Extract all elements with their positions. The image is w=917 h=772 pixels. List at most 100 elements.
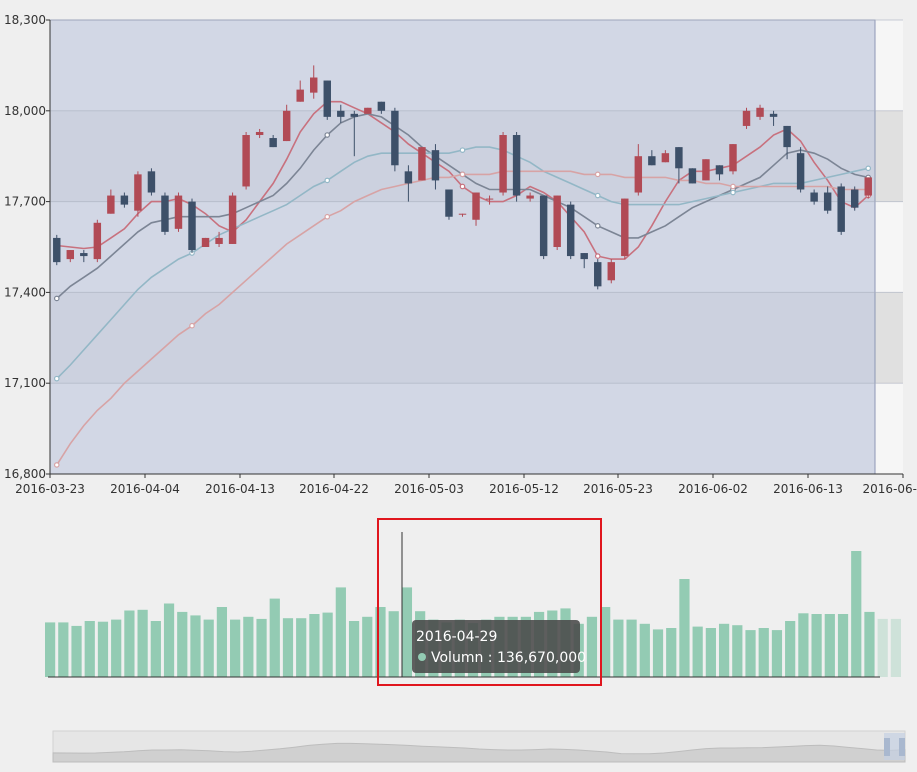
volume-bar[interactable] (692, 626, 703, 677)
candle[interactable] (404, 165, 413, 202)
candle[interactable] (485, 195, 494, 205)
candle[interactable] (539, 195, 548, 260)
volume-bar[interactable] (124, 610, 135, 678)
volume-bar[interactable] (890, 618, 901, 677)
volume-bar[interactable] (230, 619, 241, 677)
candle[interactable] (580, 253, 588, 269)
volume-bar[interactable] (256, 618, 267, 677)
candle[interactable] (837, 183, 845, 235)
volume-bar[interactable] (335, 587, 346, 677)
volume-bar[interactable] (362, 616, 373, 677)
data-zoom-handle-right[interactable] (899, 738, 905, 756)
candle[interactable] (769, 110, 778, 126)
volume-bar[interactable] (111, 619, 122, 677)
volume-bar[interactable] (877, 618, 888, 677)
candle[interactable] (120, 192, 129, 208)
candle[interactable] (215, 231, 223, 247)
candle[interactable] (337, 104, 345, 123)
candle[interactable] (648, 150, 656, 166)
candle[interactable] (850, 186, 859, 211)
candle[interactable] (607, 259, 615, 284)
candle[interactable] (269, 135, 277, 148)
candle[interactable] (499, 131, 507, 196)
volume-bar[interactable] (586, 616, 598, 677)
volume-bar[interactable] (652, 629, 664, 677)
candle[interactable] (228, 192, 237, 244)
candle[interactable] (688, 168, 697, 184)
candle[interactable] (445, 189, 453, 220)
candle[interactable] (621, 198, 629, 260)
volume-bar[interactable] (600, 607, 611, 677)
volume-bar[interactable] (97, 621, 109, 677)
candle[interactable] (756, 104, 764, 120)
volume-bar[interactable] (282, 618, 294, 677)
candle[interactable] (742, 107, 751, 129)
volume-bar[interactable] (71, 625, 82, 677)
candle[interactable] (675, 147, 683, 184)
volume-bar[interactable] (785, 621, 796, 677)
candle[interactable] (729, 144, 737, 175)
candle[interactable] (134, 171, 142, 217)
candle[interactable] (174, 192, 183, 232)
candle[interactable] (161, 192, 169, 235)
volume-bar[interactable] (348, 621, 360, 677)
volume-bar[interactable] (269, 598, 280, 677)
candle[interactable] (458, 213, 467, 217)
volume-bar[interactable] (243, 616, 254, 677)
candle[interactable] (107, 189, 115, 214)
candle[interactable] (472, 192, 480, 226)
candle[interactable] (661, 150, 670, 163)
volume-bar[interactable] (309, 614, 320, 677)
candlestick-series[interactable] (53, 65, 872, 290)
candle[interactable] (823, 186, 832, 214)
volume-bar[interactable] (613, 619, 624, 677)
candle[interactable] (810, 189, 818, 205)
candle[interactable] (512, 131, 521, 202)
volume-bar[interactable] (58, 622, 69, 677)
candle[interactable] (783, 125, 791, 160)
candle[interactable] (93, 219, 102, 263)
volume-bar[interactable] (679, 579, 690, 677)
volume-bar[interactable] (388, 611, 399, 677)
volume-bar[interactable] (837, 614, 849, 677)
volume-bar[interactable] (639, 623, 650, 677)
volume-bar[interactable] (190, 615, 201, 677)
candle[interactable] (201, 237, 210, 247)
volume-bar[interactable] (824, 614, 835, 677)
candle[interactable] (310, 65, 318, 99)
volume-bar[interactable] (666, 628, 677, 677)
volume-bar[interactable] (864, 611, 875, 677)
candle[interactable] (553, 195, 561, 251)
candle[interactable] (323, 80, 331, 120)
candle[interactable] (566, 201, 575, 260)
candle[interactable] (364, 107, 372, 114)
volume-bar[interactable] (322, 612, 333, 677)
candle[interactable] (796, 147, 805, 193)
data-zoom-slider[interactable] (52, 730, 906, 763)
volume-bar[interactable] (401, 587, 413, 677)
candle[interactable] (188, 198, 196, 254)
candle[interactable] (53, 234, 61, 266)
candle[interactable] (715, 165, 724, 181)
volume-bar[interactable] (851, 551, 862, 677)
candle[interactable] (147, 168, 156, 196)
data-zoom-handle-left[interactable] (884, 738, 890, 756)
candle[interactable] (377, 101, 386, 114)
candle[interactable] (594, 259, 602, 290)
volume-bar[interactable] (771, 630, 783, 677)
candle[interactable] (634, 144, 643, 196)
volume-bar[interactable] (216, 607, 228, 677)
candle[interactable] (80, 250, 88, 263)
volume-bar[interactable] (177, 611, 188, 677)
candle[interactable] (255, 128, 264, 139)
volume-bar[interactable] (718, 623, 730, 677)
volume-bar[interactable] (203, 619, 214, 677)
volume-bar[interactable] (811, 614, 822, 677)
volume-bar[interactable] (84, 621, 95, 677)
candle[interactable] (418, 147, 426, 181)
candle[interactable] (282, 104, 291, 142)
volume-bar[interactable] (758, 628, 769, 677)
candle[interactable] (296, 80, 304, 102)
volume-bar[interactable] (150, 621, 161, 677)
volume-bar[interactable] (732, 625, 743, 677)
